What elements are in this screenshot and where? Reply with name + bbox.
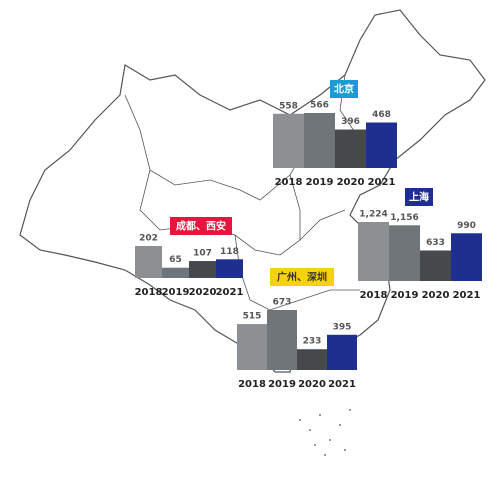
bar bbox=[358, 222, 389, 281]
city-label-box bbox=[330, 80, 358, 98]
value-label: 1,156 bbox=[390, 213, 418, 223]
value-label: 633 bbox=[426, 238, 445, 248]
city-label-box bbox=[270, 268, 334, 286]
bar bbox=[189, 261, 216, 278]
year-label: 2018 bbox=[135, 287, 163, 298]
value-label: 515 bbox=[243, 312, 262, 322]
value-label: 202 bbox=[139, 234, 158, 244]
city-label-box bbox=[170, 217, 232, 235]
value-label: 673 bbox=[273, 298, 292, 308]
value-label: 65 bbox=[169, 255, 182, 265]
year-label: 2018 bbox=[238, 379, 266, 390]
bar bbox=[273, 113, 304, 168]
bar bbox=[216, 259, 243, 278]
year-label: 2018 bbox=[360, 290, 388, 301]
bar bbox=[297, 349, 327, 370]
year-label: 2020 bbox=[298, 379, 326, 390]
bar bbox=[451, 233, 482, 281]
bar bbox=[304, 113, 335, 168]
bar bbox=[420, 250, 451, 281]
year-label: 2019 bbox=[306, 177, 334, 188]
bar bbox=[366, 122, 397, 168]
city-label: 广州、深圳 bbox=[277, 271, 327, 284]
bar bbox=[162, 267, 189, 278]
year-label: 2020 bbox=[337, 177, 365, 188]
value-label: 395 bbox=[333, 322, 352, 332]
value-label: 990 bbox=[457, 221, 476, 231]
value-label: 396 bbox=[341, 117, 360, 127]
value-label: 233 bbox=[303, 337, 322, 347]
bar bbox=[237, 324, 267, 370]
bar bbox=[327, 334, 357, 370]
year-label: 2020 bbox=[189, 287, 217, 298]
year-label: 2019 bbox=[268, 379, 296, 390]
city-label: 成都、西安 bbox=[176, 220, 226, 233]
value-label: 558 bbox=[279, 101, 298, 111]
value-label: 118 bbox=[220, 247, 239, 257]
value-label: 1,224 bbox=[359, 210, 387, 220]
year-label: 2021 bbox=[328, 379, 356, 390]
year-label: 2020 bbox=[422, 290, 450, 301]
value-label: 107 bbox=[193, 249, 212, 259]
bar bbox=[335, 129, 366, 168]
bar bbox=[135, 246, 162, 278]
value-label: 468 bbox=[372, 110, 391, 120]
year-label: 2021 bbox=[216, 287, 244, 298]
city-label: 上海 bbox=[409, 191, 429, 204]
year-label: 2021 bbox=[368, 177, 396, 188]
south-sea-islands bbox=[299, 409, 351, 456]
year-label: 2019 bbox=[162, 287, 190, 298]
year-label: 2018 bbox=[275, 177, 303, 188]
bar bbox=[267, 310, 297, 370]
year-label: 2021 bbox=[453, 290, 481, 301]
value-label: 566 bbox=[310, 101, 329, 111]
city-label: 北京 bbox=[334, 83, 354, 96]
year-label: 2019 bbox=[391, 290, 419, 301]
bar bbox=[389, 225, 420, 281]
city-label-box bbox=[405, 188, 433, 206]
